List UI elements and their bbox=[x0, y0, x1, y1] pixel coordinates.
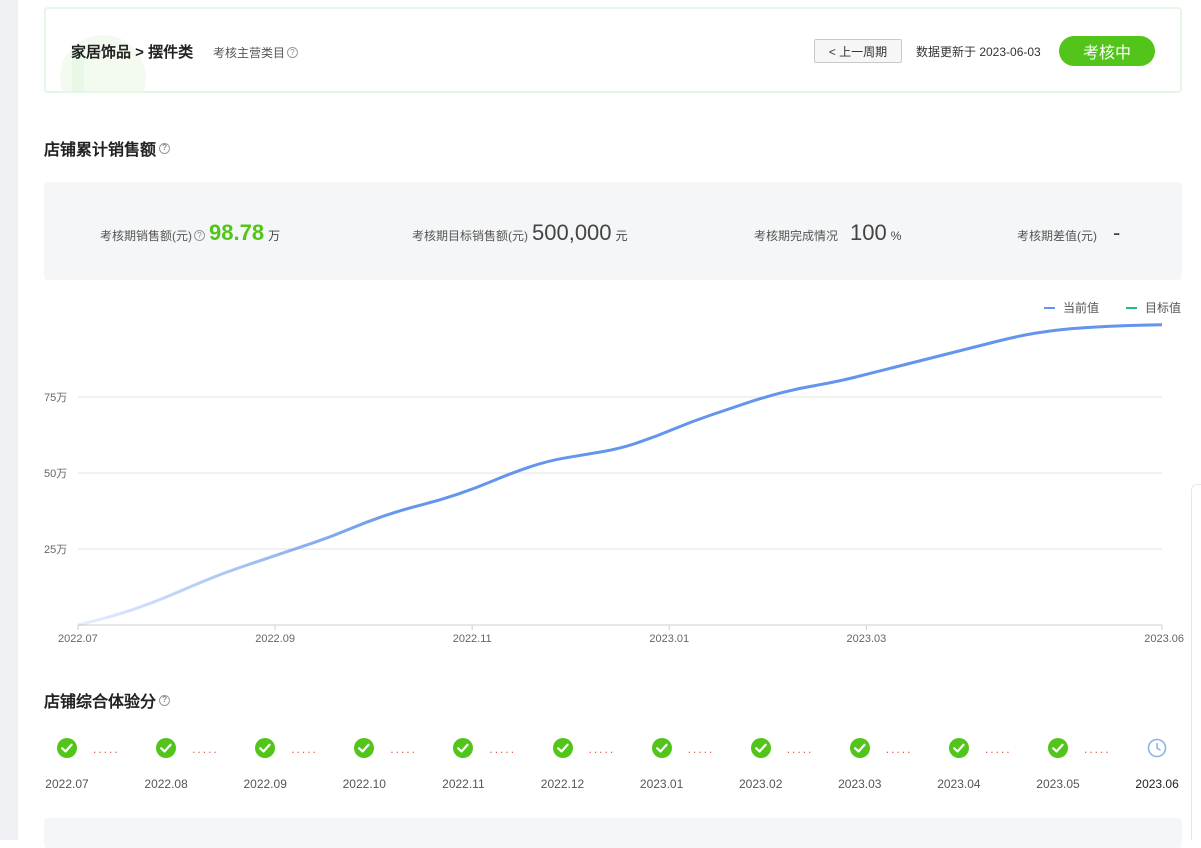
current-value-line bbox=[77, 323, 1163, 627]
y-tick-label: 75万 bbox=[44, 392, 67, 404]
stat-value: - bbox=[1113, 220, 1121, 245]
timeline-connector: ..... bbox=[588, 742, 616, 756]
timeline-item[interactable]: 2023.02 bbox=[731, 738, 791, 791]
timeline-item[interactable]: 2022.11 bbox=[433, 738, 493, 791]
check-circle-icon bbox=[255, 738, 276, 758]
stat-target-sales: 考核期目标销售额(元) 500,000 元 bbox=[412, 220, 628, 246]
category-subtitle: 考核主营类目 ? bbox=[213, 44, 299, 61]
stat-difference: 考核期差值(元) - bbox=[1017, 220, 1120, 246]
stat-label: 考核期销售额(元)? bbox=[100, 227, 205, 244]
check-circle-icon bbox=[948, 738, 969, 758]
stat-period-sales: 考核期销售额(元)? 98.78 万 bbox=[100, 220, 280, 246]
timeline-item[interactable]: 2023.06 bbox=[1127, 738, 1187, 791]
experience-detail-panel bbox=[44, 818, 1182, 848]
experience-timeline: 2022.07..... 2022.08..... 2022.09..... 2022… bbox=[0, 730, 1201, 800]
check-circle-icon bbox=[354, 738, 375, 758]
timeline-item[interactable]: 2022.08 bbox=[136, 738, 196, 791]
check-circle-icon bbox=[57, 738, 77, 758]
x-tick-label: 2023.01 bbox=[649, 633, 689, 645]
stat-label: 考核期目标销售额(元) bbox=[412, 229, 528, 243]
timeline-month-label: 2022.07 bbox=[45, 777, 89, 791]
check-circle-icon bbox=[552, 738, 573, 758]
x-tick-label: 2023.03 bbox=[846, 633, 886, 645]
timeline-item[interactable]: 2022.12 bbox=[533, 738, 593, 791]
timeline-connector: ..... bbox=[984, 742, 1012, 756]
timeline-connector: ..... bbox=[291, 742, 318, 756]
timeline-item[interactable]: 2023.03 bbox=[830, 738, 890, 791]
timeline-connector: ..... bbox=[489, 742, 517, 756]
timeline-month-label: 2022.09 bbox=[243, 777, 287, 791]
timeline-item[interactable]: 2022.07 bbox=[37, 738, 97, 791]
timeline-connector: ..... bbox=[786, 742, 814, 756]
sales-section-title: 店铺累计销售额 ? bbox=[44, 136, 171, 160]
stat-label: 考核期完成情况 bbox=[754, 229, 839, 243]
timeline-connector: ..... bbox=[93, 742, 120, 756]
timeline-item[interactable]: 2022.09 bbox=[235, 738, 295, 791]
stat-unit: % bbox=[890, 229, 902, 243]
sales-line-chart: 25万 50万 75万 2022.07 2022.09 2022.11 2023.01 202… bbox=[44, 300, 1184, 645]
experience-section-title-text: 店铺综合体验分 bbox=[44, 694, 157, 711]
side-panel-edge bbox=[1191, 484, 1201, 840]
timeline-month-label: 2023.03 bbox=[838, 777, 882, 791]
help-icon[interactable]: ? bbox=[287, 47, 299, 58]
update-time-text: 数据更新于 2023-06-03 bbox=[916, 45, 1041, 59]
timeline-item[interactable]: 2023.01 bbox=[632, 738, 692, 791]
timeline-month-label: 2023.01 bbox=[639, 777, 684, 791]
stat-unit: 万 bbox=[268, 229, 281, 243]
category-breadcrumb: 家居饰品 > 摆件类 bbox=[71, 44, 194, 61]
check-circle-icon bbox=[750, 738, 771, 758]
left-gutter bbox=[0, 0, 18, 840]
y-tick-label: 50万 bbox=[44, 468, 67, 480]
timeline-month-label: 2023.06 bbox=[1135, 777, 1179, 791]
stat-value: 98.78 bbox=[209, 220, 265, 245]
x-tick-label: 2022.09 bbox=[255, 633, 295, 645]
stat-unit: 元 bbox=[615, 229, 628, 243]
assessment-status-button[interactable]: 考核中 bbox=[1059, 36, 1155, 66]
header-decoration-bar bbox=[72, 45, 84, 91]
timeline-item[interactable]: 2023.04 bbox=[929, 738, 989, 791]
category-subtitle-text: 考核主营类目 bbox=[213, 46, 286, 60]
help-icon[interactable]: ? bbox=[194, 230, 205, 241]
timeline-item[interactable]: 2023.05 bbox=[1028, 738, 1088, 791]
help-icon[interactable]: ? bbox=[159, 142, 171, 154]
category-header-card: 家居饰品 > 摆件类 考核主营类目 ? < 上一周期 数据更新于 2023-06… bbox=[44, 7, 1182, 93]
check-circle-icon bbox=[849, 738, 870, 758]
timeline-month-label: 2022.08 bbox=[144, 777, 188, 791]
timeline-connector: ..... bbox=[885, 742, 913, 756]
stat-label: 考核期差值(元) bbox=[1017, 229, 1097, 243]
timeline-connector: ..... bbox=[390, 742, 417, 756]
timeline-month-label: 2022.11 bbox=[442, 777, 485, 791]
timeline-connector: ..... bbox=[1084, 742, 1111, 756]
legend-label: 目标值 bbox=[1145, 300, 1181, 315]
stat-value: 100 bbox=[850, 220, 887, 245]
timeline-month-label: 2023.02 bbox=[738, 777, 783, 791]
timeline-month-label: 2022.12 bbox=[540, 777, 585, 791]
check-circle-icon bbox=[651, 738, 672, 758]
sales-section-title-text: 店铺累计销售额 bbox=[44, 142, 157, 159]
timeline-item[interactable]: 2022.10 bbox=[334, 738, 394, 791]
timeline-connector: ..... bbox=[192, 742, 219, 756]
x-tick-label: 2022.11 bbox=[453, 633, 492, 645]
stat-completion: 考核期完成情况 100 % bbox=[754, 220, 901, 246]
y-tick-label: 25万 bbox=[44, 544, 67, 556]
check-circle-icon bbox=[453, 738, 474, 758]
prev-period-button[interactable]: < 上一周期 bbox=[814, 39, 902, 63]
experience-section-title: 店铺综合体验分 ? bbox=[44, 688, 171, 712]
x-tick-label: 2023.06 bbox=[1144, 633, 1184, 645]
timeline-month-label: 2023.05 bbox=[1036, 777, 1080, 791]
timeline-month-label: 2022.10 bbox=[342, 777, 386, 791]
check-circle-icon bbox=[1048, 738, 1068, 758]
sales-stats-panel: 考核期销售额(元)? 98.78 万 考核期目标销售额(元) 500,000 元… bbox=[44, 182, 1182, 280]
stat-value: 500,000 bbox=[532, 220, 612, 245]
clock-icon bbox=[1147, 738, 1167, 758]
x-tick-label: 2022.07 bbox=[58, 633, 98, 645]
timeline-connector: ..... bbox=[687, 742, 715, 756]
timeline-month-label: 2023.04 bbox=[937, 777, 981, 791]
legend-label: 当前值 bbox=[1063, 300, 1099, 315]
check-circle-icon bbox=[156, 738, 177, 758]
help-icon[interactable]: ? bbox=[159, 694, 171, 706]
